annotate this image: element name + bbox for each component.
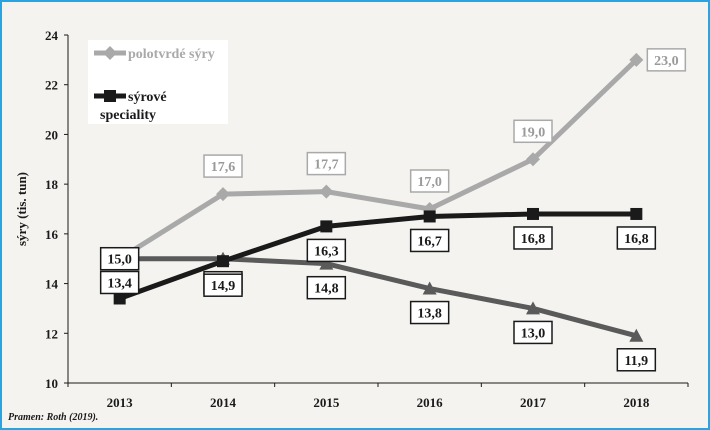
y-tick-label: 10 bbox=[45, 376, 58, 391]
data-label: 17,7 bbox=[314, 158, 339, 173]
x-tick-label: 2017 bbox=[520, 395, 547, 410]
data-point bbox=[422, 281, 437, 295]
data-point bbox=[526, 152, 540, 167]
data-point bbox=[320, 220, 333, 233]
data-point bbox=[216, 187, 230, 202]
data-label-box bbox=[203, 273, 243, 297]
data-label: 16,8 bbox=[521, 232, 546, 247]
data-point bbox=[217, 255, 229, 268]
data-label: 14,8 bbox=[314, 282, 339, 297]
x-tick-label: 2015 bbox=[313, 395, 340, 410]
legend-label: polotvrdé sýry bbox=[128, 47, 215, 62]
legend-label: sýrové bbox=[128, 90, 167, 105]
data-label-box bbox=[99, 270, 140, 295]
data-label-box bbox=[646, 48, 687, 72]
data-label: 13,0 bbox=[521, 326, 546, 341]
data-label: 17,0 bbox=[417, 175, 442, 190]
data-point bbox=[113, 292, 126, 305]
series-line bbox=[118, 211, 637, 301]
data-label-box bbox=[616, 226, 657, 250]
data-point bbox=[319, 256, 334, 270]
data-label: 14,9 bbox=[211, 279, 236, 294]
data-point bbox=[527, 207, 539, 220]
x-tick-label: 2016 bbox=[417, 395, 444, 410]
data-label: 15,0 bbox=[107, 253, 132, 268]
data-label-box bbox=[306, 238, 347, 263]
data-label-box bbox=[306, 151, 347, 176]
data-point bbox=[629, 328, 644, 342]
data-label: 16,8 bbox=[624, 232, 649, 247]
data-label-box bbox=[409, 228, 450, 253]
y-tick-label: 20 bbox=[45, 127, 58, 142]
legend-marker bbox=[103, 46, 117, 60]
data-label: 19,0 bbox=[521, 125, 546, 140]
y-axis-label: sýry (tis. tun) bbox=[14, 172, 29, 246]
data-label: 11,9 bbox=[624, 354, 648, 369]
legend-marker bbox=[104, 90, 116, 102]
data-label-box bbox=[409, 169, 450, 193]
legend-label: speciality bbox=[100, 108, 156, 123]
data-label-box bbox=[513, 320, 553, 345]
series-line bbox=[119, 256, 637, 339]
data-point bbox=[630, 207, 643, 220]
data-label-box bbox=[616, 348, 657, 372]
y-tick-label: 16 bbox=[45, 227, 59, 242]
data-label-box bbox=[99, 246, 140, 271]
source-note: Pramen: Roth (2019). bbox=[8, 412, 99, 423]
data-label: 13,8 bbox=[417, 307, 442, 322]
data-label-box bbox=[513, 119, 553, 144]
data-point bbox=[629, 52, 644, 67]
x-tick-label: 2013 bbox=[107, 395, 134, 410]
data-label-box bbox=[513, 226, 553, 250]
data-point bbox=[423, 210, 436, 223]
y-tick-label: 18 bbox=[45, 177, 59, 192]
data-label: 16,7 bbox=[417, 234, 442, 249]
y-tick-label: 22 bbox=[45, 78, 58, 93]
data-point bbox=[319, 184, 334, 199]
data-label: 17,6 bbox=[211, 160, 236, 175]
y-tick-label: 24 bbox=[45, 28, 59, 43]
x-tick-label: 2018 bbox=[623, 395, 650, 410]
y-tick-label: 14 bbox=[45, 277, 59, 292]
data-point bbox=[526, 301, 540, 315]
data-label: 23,0 bbox=[654, 54, 679, 69]
data-label-box bbox=[409, 300, 450, 325]
x-tick-label: 2014 bbox=[210, 395, 237, 410]
data-label-box bbox=[203, 154, 243, 178]
data-label: 16,3 bbox=[314, 244, 339, 259]
y-tick-label: 12 bbox=[45, 326, 58, 341]
data-label: 13,4 bbox=[107, 276, 132, 291]
data-label-box bbox=[306, 275, 347, 300]
